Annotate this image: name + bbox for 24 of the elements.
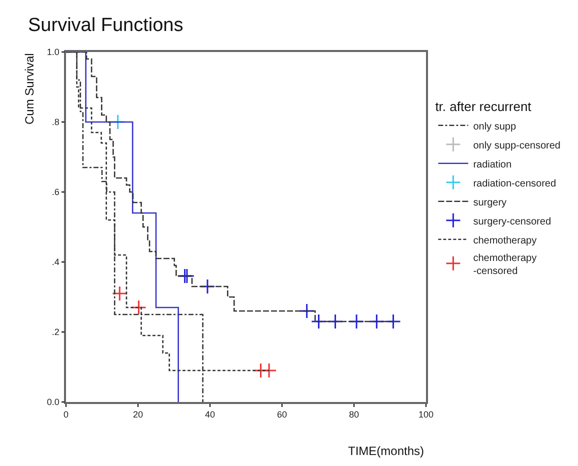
x-tick-label: 0	[63, 410, 69, 420]
legend-label: only supp-censored	[473, 140, 560, 152]
x-tick-label: 60	[276, 410, 288, 420]
y-tick-label: .2	[52, 327, 60, 338]
chart-title: Survival Functions	[28, 15, 184, 36]
x-tick-label: 100	[418, 410, 434, 420]
legend-label: surgery-censored	[473, 216, 552, 228]
y-axis-title: Cum Survival	[22, 53, 36, 124]
x-tick-label: 40	[204, 410, 216, 420]
legend-title: tr. after recurrent	[435, 98, 532, 114]
legend-label: chemotherapy -censored	[473, 252, 537, 277]
legend-label: radiation-censored	[473, 178, 556, 190]
x-axis-title: TIME(months)	[348, 444, 424, 458]
legend-label: surgery	[473, 197, 507, 208]
y-tick-label: .4	[52, 257, 60, 268]
legend-label: only supp	[473, 121, 516, 132]
x-tick-label: 80	[348, 410, 360, 420]
y-tick-label: .6	[52, 187, 60, 198]
legend-label: chemotherapy	[473, 235, 537, 246]
y-tick-label: 0.0	[46, 397, 60, 408]
legend-label: radiation	[473, 159, 512, 170]
x-tick-label: 20	[132, 410, 144, 420]
y-tick-label: .8	[52, 117, 60, 128]
y-tick-label: 1.0	[46, 47, 60, 58]
